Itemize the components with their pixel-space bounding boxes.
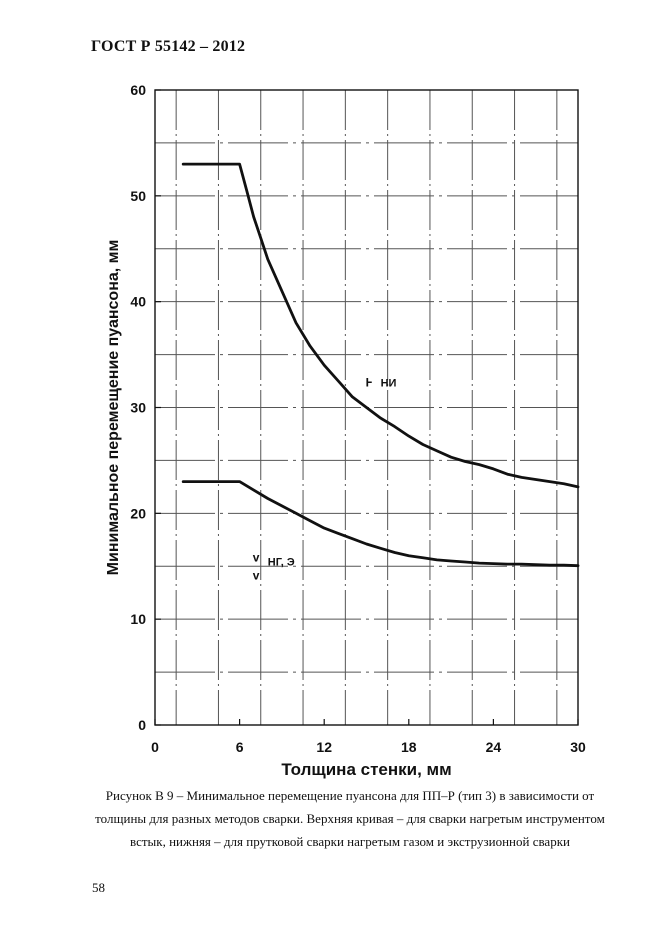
x-tick-label: 0	[151, 739, 159, 755]
x-tick-label: 6	[236, 739, 244, 755]
axis-ticks: 0 6 12 18 24 30 0 10 20 30 40 50 60	[130, 82, 586, 755]
y-tick-label: 20	[130, 505, 146, 521]
series-marker-2: v	[253, 550, 260, 564]
page-number: 58	[92, 880, 105, 895]
figure-caption: Рисунок В 9 – Минимальное перемещение пу…	[95, 788, 605, 849]
y-tick-label: 10	[130, 611, 146, 627]
y-tick-label: 40	[130, 294, 146, 310]
line-chart: 0 6 12 18 24 30 0 10 20 30 40 50 60 Ⱶ НИ vv НГ, Э Толщи…	[105, 82, 586, 779]
x-tick-label: 24	[486, 739, 502, 755]
y-tick-label: 60	[130, 82, 146, 98]
series-label-2: НГ, Э	[268, 556, 295, 568]
x-tick-label: 30	[570, 739, 586, 755]
series-marker-2: v	[253, 568, 260, 582]
x-tick-label: 12	[316, 739, 332, 755]
x-axis-label: Толщина стенки, мм	[281, 760, 451, 779]
y-axis-label: Минимальное перемещение пуансона, мм	[105, 240, 122, 576]
series-line-2	[181, 480, 580, 568]
x-tick-label: 18	[401, 739, 417, 755]
page-header: ГОСТ Р 55142 – 2012	[91, 38, 246, 55]
series-group	[181, 162, 580, 568]
series-labels: Ⱶ НИ vv НГ, Э	[253, 375, 397, 582]
series-line-1	[181, 162, 580, 489]
y-tick-label: 0	[138, 717, 146, 733]
series-label-1: НИ	[381, 377, 397, 389]
series-marker-1: Ⱶ	[366, 375, 373, 389]
y-tick-label: 50	[130, 188, 146, 204]
y-tick-label: 30	[130, 400, 146, 416]
